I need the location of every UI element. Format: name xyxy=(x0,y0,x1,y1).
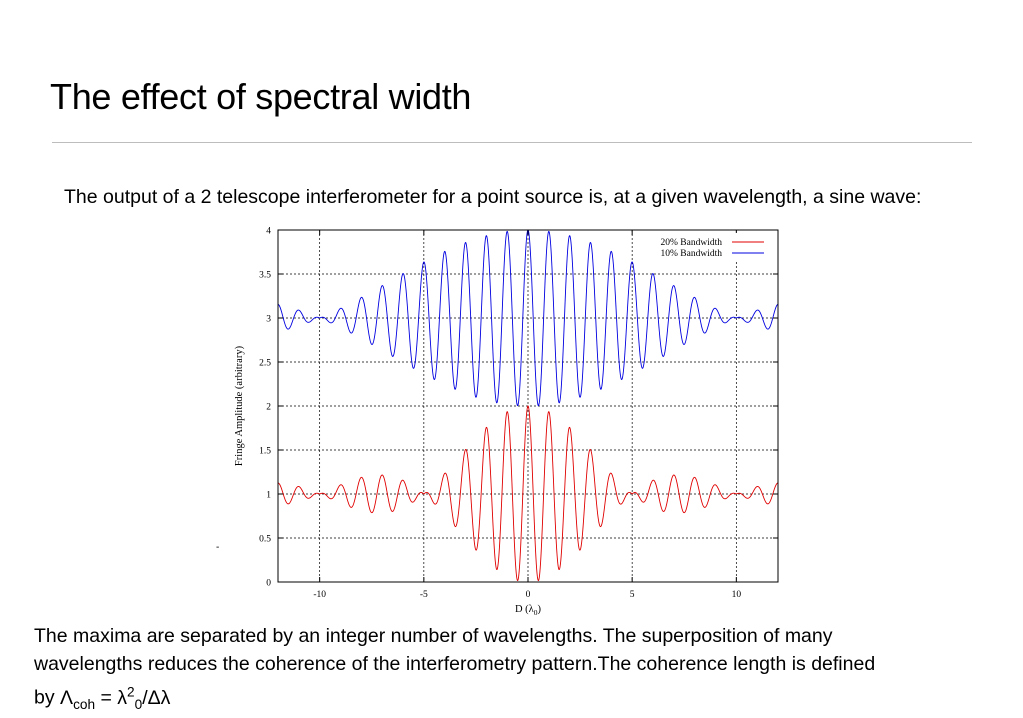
legend-label: 20% Bandwidth xyxy=(661,238,723,248)
tick-layer: -10 -5 0 5 10 0 0.5 1 1.5 2 2.5 3 3.5 4 xyxy=(259,227,778,600)
legend-background xyxy=(648,233,774,260)
title-divider xyxy=(52,142,972,143)
series-line xyxy=(277,405,779,582)
conclusion-paragraph: The maxima are separated by an integer n… xyxy=(34,622,894,718)
x-tick-label: -10 xyxy=(313,590,326,600)
slide-title: The effect of spectral width xyxy=(50,76,472,117)
fringe-chart: -10 -5 0 5 10 0 0.5 1 1.5 2 2.5 3 3.5 4 20% Bandwidth… xyxy=(225,222,785,617)
y-tick-label: 4 xyxy=(266,227,271,237)
x-tick-label: 0 xyxy=(526,590,531,600)
y-tick-label: 3 xyxy=(266,315,271,325)
x-tick-label: -5 xyxy=(420,590,428,600)
x-tick-label: 5 xyxy=(630,590,635,600)
legend-label: 10% Bandwidth xyxy=(661,249,723,259)
y-tick-label: 0 xyxy=(266,579,271,589)
y-tick-label: 2 xyxy=(266,403,271,413)
intro-paragraph: The output of a 2 telescope interferomet… xyxy=(64,186,922,208)
y-tick-label: 3.5 xyxy=(259,271,271,281)
x-tick-label: 10 xyxy=(732,590,742,600)
y-tick-label: 1 xyxy=(266,491,271,501)
x-axis-label: D (λ0) xyxy=(515,604,542,617)
stray-mark: - xyxy=(216,542,220,553)
y-axis-label: Fringe Amplitude (arbitrary) xyxy=(234,345,245,466)
coherence-formula: Λcoh = λ20/Δλ xyxy=(60,684,171,712)
chart-svg: -10 -5 0 5 10 0 0.5 1 1.5 2 2.5 3 3.5 4 20% Bandwidth… xyxy=(234,227,779,617)
y-tick-label: 0.5 xyxy=(259,535,271,545)
y-tick-label: 2.5 xyxy=(259,359,271,369)
conclusion-text: The maxima are separated by an integer n… xyxy=(34,625,876,709)
y-tick-label: 1.5 xyxy=(259,447,271,457)
